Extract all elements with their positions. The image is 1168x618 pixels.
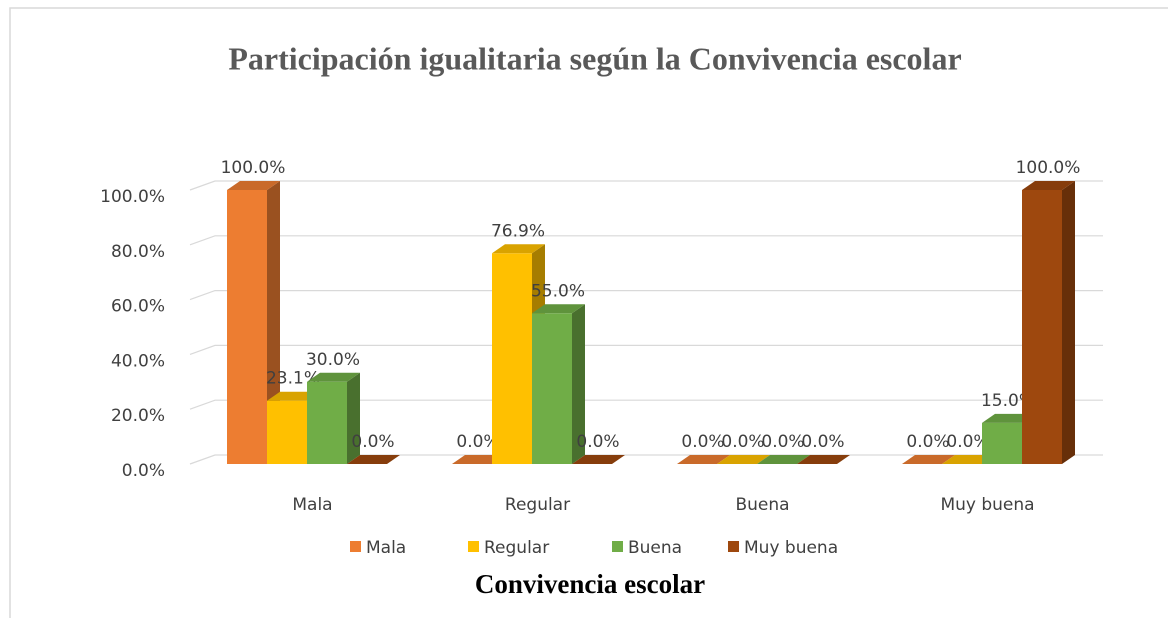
data-label: 15.0% — [981, 391, 1035, 411]
y-tick-label: 80.0% — [111, 242, 165, 262]
grid-line — [189, 180, 1103, 191]
data-label: 55.0% — [531, 281, 585, 301]
x-tick-label: Mala — [292, 495, 332, 515]
bar-side — [347, 372, 360, 464]
data-label: 0.0% — [761, 432, 804, 452]
bar-top — [532, 304, 585, 314]
bar-front — [267, 400, 307, 464]
legend-label: Mala — [366, 538, 406, 558]
x-tick-label: Regular — [505, 495, 570, 515]
legend-label: Regular — [484, 538, 549, 558]
x-axis-title: Convivencia escolar — [475, 569, 705, 599]
bar-top — [677, 455, 730, 464]
bar-top — [717, 455, 770, 464]
bar-top — [902, 455, 955, 464]
data-label: 0.0% — [906, 432, 949, 452]
data-label: 23.1% — [266, 369, 320, 389]
bar-front — [982, 422, 1022, 464]
bar-top — [452, 455, 505, 464]
bar-front — [1022, 190, 1062, 464]
data-label: 0.0% — [681, 432, 724, 452]
bar-side — [267, 181, 280, 464]
y-tick-label: 100.0% — [100, 187, 165, 207]
bar-front — [307, 381, 347, 464]
grid-line — [189, 344, 1103, 355]
y-tick-label: 60.0% — [111, 297, 165, 317]
data-label: 0.0% — [351, 432, 394, 452]
chart-frame — [9, 7, 1168, 618]
data-label: 0.0% — [946, 432, 989, 452]
legend-swatch — [350, 541, 361, 552]
y-tick-label: 0.0% — [122, 461, 165, 481]
bar-top — [347, 455, 400, 464]
bar-side — [572, 304, 585, 464]
bar-front — [492, 253, 532, 464]
legend-label: Muy buena — [744, 538, 838, 558]
data-label: 100.0% — [1016, 158, 1081, 178]
bar-top — [797, 455, 850, 464]
legend-swatch — [728, 541, 739, 552]
bar-front — [227, 190, 267, 464]
data-label: 0.0% — [576, 432, 619, 452]
legend-label: Buena — [628, 538, 682, 558]
data-label: 100.0% — [221, 158, 286, 178]
bar-top — [572, 455, 625, 464]
grid-line — [189, 235, 1103, 246]
y-tick-label: 20.0% — [111, 406, 165, 426]
x-tick-label: Muy buena — [940, 495, 1034, 515]
data-label: 0.0% — [721, 432, 764, 452]
data-label: 30.0% — [306, 350, 360, 370]
bar-side — [1062, 181, 1075, 464]
data-label: 0.0% — [456, 432, 499, 452]
legend-swatch — [612, 541, 623, 552]
data-label: 76.9% — [491, 221, 545, 241]
bar-front — [532, 313, 572, 464]
grid-line — [189, 399, 1103, 410]
bar-top — [307, 372, 360, 382]
x-tick-label: Buena — [735, 495, 789, 515]
bar-top — [757, 455, 810, 464]
y-tick-label: 40.0% — [111, 351, 165, 371]
bar-top — [492, 244, 545, 254]
bar-top — [982, 413, 1035, 423]
legend-swatch — [468, 541, 479, 552]
grid-line — [189, 290, 1103, 301]
bar-top — [1022, 181, 1075, 190]
data-label: 0.0% — [801, 432, 844, 452]
chart-title: Participación igualitaria según la Convi… — [228, 40, 961, 76]
bar-top — [227, 181, 280, 190]
bar-top — [942, 455, 995, 464]
bar-top — [267, 391, 320, 401]
